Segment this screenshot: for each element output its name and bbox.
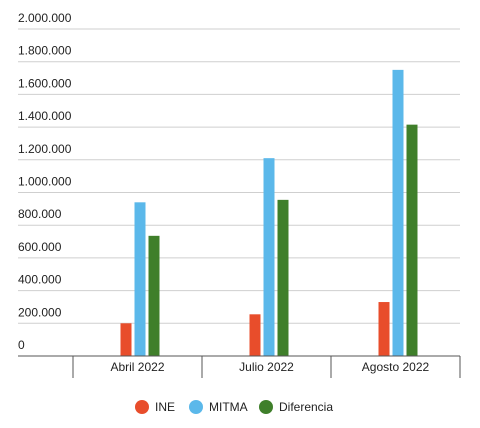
y-tick-label: 200.000 (18, 305, 62, 319)
bar-diferencia (148, 235, 160, 356)
bar-diferencia (277, 199, 289, 356)
bar-ine (249, 314, 261, 356)
y-tick-label: 1.200.000 (18, 142, 72, 156)
legend-marker-mitma (189, 400, 203, 414)
legend-label-diferencia: Diferencia (279, 400, 333, 414)
y-tick-label: 2.000.000 (18, 11, 72, 25)
y-axis-labels: 0 200.000 400.000 600.000 800.000 1.000.000 1.… (18, 11, 72, 352)
y-tick-label: 1.800.000 (18, 44, 72, 58)
bar-diferencia (406, 124, 418, 357)
bar-mitma (392, 69, 404, 356)
legend-label-mitma: MITMA (209, 400, 248, 414)
legend: INE MITMA Diferencia (135, 400, 333, 414)
y-tick-label: 0 (18, 338, 25, 352)
legend-label-ine: INE (155, 400, 175, 414)
bar-mitma (134, 202, 146, 356)
gridlines (18, 28, 460, 324)
bars (120, 69, 418, 357)
y-tick-label: 1.600.000 (18, 76, 72, 90)
y-tick-label: 400.000 (18, 273, 62, 287)
x-category-label: Agosto 2022 (362, 360, 430, 374)
bar-ine (120, 323, 132, 356)
y-tick-label: 1.000.000 (18, 175, 72, 189)
y-tick-label: 600.000 (18, 240, 62, 254)
legend-marker-ine (135, 400, 149, 414)
legend-marker-diferencia (259, 400, 273, 414)
y-tick-label: 800.000 (18, 207, 62, 221)
x-category-label: Julio 2022 (239, 360, 294, 374)
bar-mitma (263, 158, 275, 356)
y-tick-label: 1.400.000 (18, 109, 72, 123)
bar-ine (378, 302, 390, 356)
x-category-label: Abril 2022 (110, 360, 164, 374)
x-axis: Abril 2022 Julio 2022 Agosto 2022 (18, 355, 461, 378)
